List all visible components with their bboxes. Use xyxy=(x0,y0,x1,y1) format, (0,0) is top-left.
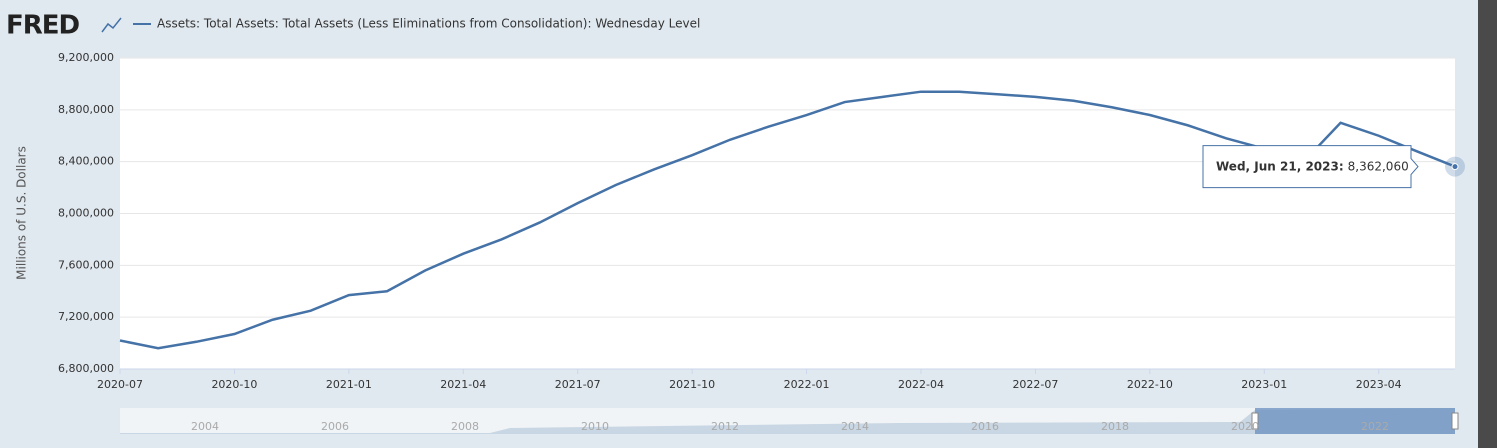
hover-point xyxy=(1451,163,1459,171)
logo[interactable]: FRED xyxy=(6,11,81,41)
navigator-area xyxy=(120,408,1455,434)
logo-icon xyxy=(101,17,122,33)
tooltip-value: 8,362,060 xyxy=(1348,159,1409,173)
x-tick-label: 2020-07 xyxy=(97,378,143,391)
x-tick-label: 2022-10 xyxy=(1127,378,1173,391)
navigator-label: 2020 xyxy=(1231,420,1259,433)
x-tick-label: 2020-10 xyxy=(211,378,257,391)
tooltip-text: Wed, Jun 21, 2023: 8,362,060 xyxy=(1216,159,1409,173)
y-tick-label: 9,200,000 xyxy=(58,51,114,64)
x-tick-label: 2021-10 xyxy=(669,378,715,391)
x-tick-label: 2023-01 xyxy=(1241,378,1287,391)
y-tick-label: 7,600,000 xyxy=(58,258,114,271)
x-tick-label: 2022-07 xyxy=(1012,378,1058,391)
navigator-label: 2022 xyxy=(1361,420,1389,433)
navigator-label: 2004 xyxy=(191,420,219,433)
navigator-label: 2012 xyxy=(711,420,739,433)
y-tick-label: 7,200,000 xyxy=(58,310,114,323)
x-tick-label: 2021-07 xyxy=(555,378,601,391)
y-tick-label: 8,000,000 xyxy=(58,207,114,220)
navigator-label: 2010 xyxy=(581,420,609,433)
navigator-label: 2008 xyxy=(451,420,479,433)
legend-text[interactable]: Assets: Total Assets: Total Assets (Less… xyxy=(157,17,700,31)
x-tick-label: 2021-01 xyxy=(326,378,372,391)
navigator-handle[interactable] xyxy=(1251,412,1259,430)
x-tick-label: 2022-01 xyxy=(784,378,830,391)
y-tick-label: 8,800,000 xyxy=(58,103,114,116)
tooltip-box xyxy=(1202,145,1419,189)
x-tick-label: 2021-04 xyxy=(440,378,486,391)
scrollbar xyxy=(1478,0,1497,448)
navigator-label: 2018 xyxy=(1101,420,1129,433)
tooltip-date: Wed, Jun 21, 2023: xyxy=(1216,159,1344,173)
navigator-label: 2006 xyxy=(321,420,349,433)
navigator-label: 2016 xyxy=(971,420,999,433)
series-line xyxy=(119,90,1456,350)
y-axis-label: Millions of U.S. Dollars xyxy=(15,146,29,280)
x-tick-label: 2023-04 xyxy=(1356,378,1402,391)
y-tick-label: 6,800,000 xyxy=(58,362,114,375)
navigator-handle[interactable] xyxy=(1451,412,1459,430)
y-tick-label: 8,400,000 xyxy=(58,155,114,168)
navigator-selection[interactable] xyxy=(1255,408,1455,434)
x-tick-label: 2022-04 xyxy=(898,378,944,391)
navigator-label: 2014 xyxy=(841,420,869,433)
